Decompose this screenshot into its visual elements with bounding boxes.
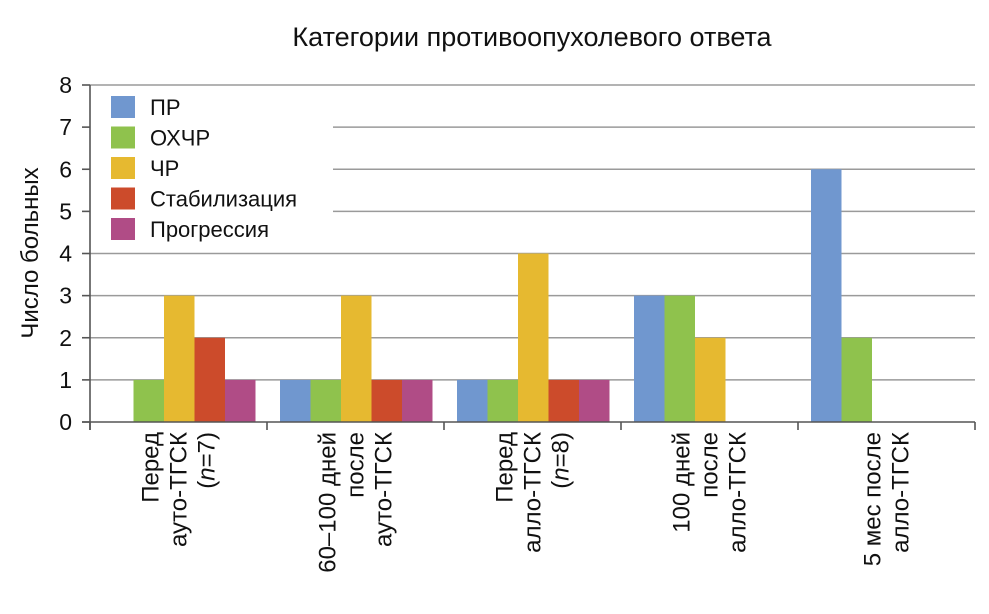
legend-swatch-Прогрессия	[111, 218, 135, 240]
bar-ПР-3	[634, 295, 665, 422]
x-category-line: Перед	[138, 432, 165, 503]
legend-label: Прогрессия	[150, 217, 269, 242]
x-category-line: (n=7)	[194, 432, 221, 489]
x-category-line: ауто-ТГСК	[371, 432, 398, 547]
x-category-label-1: 60–100 дней после ауто-ТГСК	[315, 432, 398, 573]
y-tick-label-7: 7	[59, 114, 72, 140]
bar-Стабилизация-2	[548, 379, 579, 422]
x-category-label-2: Перед алло-ТГСК (n=8)	[492, 432, 575, 553]
y-tick-label-3: 3	[59, 283, 72, 309]
legend-swatch-ЧР	[111, 157, 135, 179]
bar-Прогрессия-1	[402, 379, 433, 422]
x-category-line: алло-ТГСК	[888, 432, 915, 553]
x-category-label-0: Перед ауто-ТГСК (n=7)	[138, 432, 221, 547]
legend-label: Стабилизация	[150, 187, 297, 212]
legend-swatch-Стабилизация	[111, 187, 135, 210]
bar-ОХЧР-1	[310, 379, 341, 422]
legend-label: ЧР	[150, 156, 179, 181]
y-tick-label-4: 4	[59, 241, 72, 267]
bar-ОХЧР-4	[841, 337, 872, 422]
legend-label: ПР	[150, 95, 181, 120]
axes	[82, 84, 976, 430]
bar-ОХЧР-0	[133, 379, 164, 422]
y-tick-label-0: 0	[59, 409, 72, 435]
bar-ЧР-2	[518, 253, 549, 422]
x-category-labels: Перед ауто-ТГСК (n=7) 60–100 дней после ауто-…	[138, 432, 915, 573]
x-category-line: ауто-ТГСК	[166, 432, 193, 547]
bar-ЧР-1	[341, 295, 372, 422]
bar-ПР-2	[457, 379, 488, 422]
bar-Стабилизация-1	[371, 379, 402, 422]
legend-swatch-ОХЧР	[111, 126, 135, 149]
legend: ПР ОХЧР ЧР Стабилизация Прогрессия	[111, 95, 297, 242]
bar-Прогрессия-0	[225, 379, 256, 422]
x-category-label-3: 100 дней после алло-ТГСК	[669, 432, 752, 553]
x-category-line: 60–100 дней	[315, 432, 342, 573]
y-tick-label-2: 2	[59, 325, 72, 351]
bar-ОХЧР-3	[664, 295, 695, 422]
bar-ПР-4	[811, 169, 842, 422]
x-category-line: алло-ТГСК	[725, 432, 752, 553]
x-category-line: 100 дней	[669, 432, 696, 533]
x-category-line: после	[697, 432, 724, 498]
bar-Прогрессия-2	[579, 379, 610, 422]
bar-Стабилизация-0	[194, 337, 225, 422]
y-axis-label: Число больных	[17, 167, 44, 338]
bar-ЧР-0	[164, 295, 195, 422]
bars	[133, 169, 872, 422]
x-category-line: алло-ТГСК	[520, 432, 547, 553]
y-tick-label-8: 8	[59, 72, 72, 98]
x-category-line: 5 мес после	[860, 432, 887, 566]
y-tick-label-5: 5	[59, 198, 72, 224]
y-tick-labels: 0 1 2 3 4 5 6 7 8	[59, 72, 72, 435]
y-tick-label-6: 6	[59, 156, 72, 182]
bar-ОХЧР-2	[487, 379, 518, 422]
bar-ЧР-3	[695, 337, 726, 422]
bar-ПР-1	[280, 379, 311, 422]
legend-label: ОХЧР	[150, 126, 210, 151]
x-category-line: (n=8)	[548, 432, 575, 489]
y-tick-label-1: 1	[59, 367, 72, 393]
x-category-line: после	[343, 432, 370, 498]
x-category-line: Перед	[492, 432, 519, 503]
chart-title: Категории противоопухолевого ответа	[292, 22, 772, 52]
x-category-label-4: 5 мес после алло-ТГСК	[860, 432, 915, 566]
legend-swatch-ПР	[111, 96, 135, 118]
